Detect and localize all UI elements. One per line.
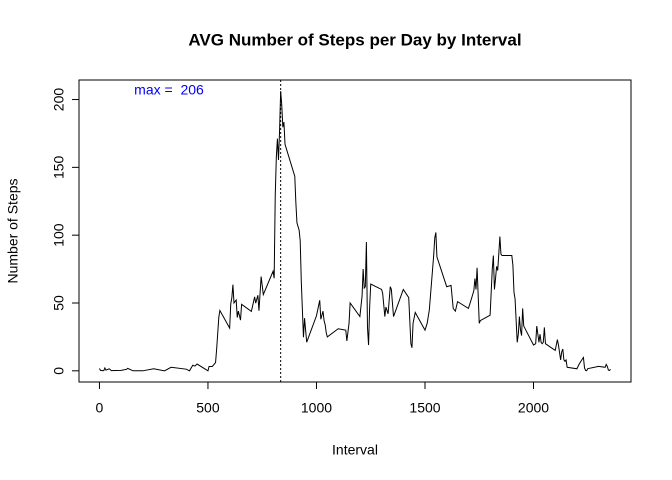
x-tick-label: 1000	[301, 400, 332, 416]
max-annotation: max = 206	[134, 82, 204, 98]
plot-box	[78, 79, 632, 383]
x-tick-label: 0	[96, 400, 104, 416]
y-tick-label: 50	[51, 295, 67, 311]
y-axis-title: Number of Steps	[5, 178, 21, 283]
chart-title: AVG Number of Steps per Day by Interval	[188, 30, 521, 49]
y-tick-label: 200	[51, 88, 67, 112]
x-tick-label: 500	[196, 400, 220, 416]
y-tick-label: 0	[51, 367, 67, 375]
data-line	[99, 91, 611, 372]
x-tick-label: 1500	[409, 400, 440, 416]
y-tick-label: 100	[51, 223, 67, 247]
x-tick-label: 2000	[518, 400, 549, 416]
x-axis-title: Interval	[332, 442, 378, 458]
y-tick-label: 150	[51, 155, 67, 179]
